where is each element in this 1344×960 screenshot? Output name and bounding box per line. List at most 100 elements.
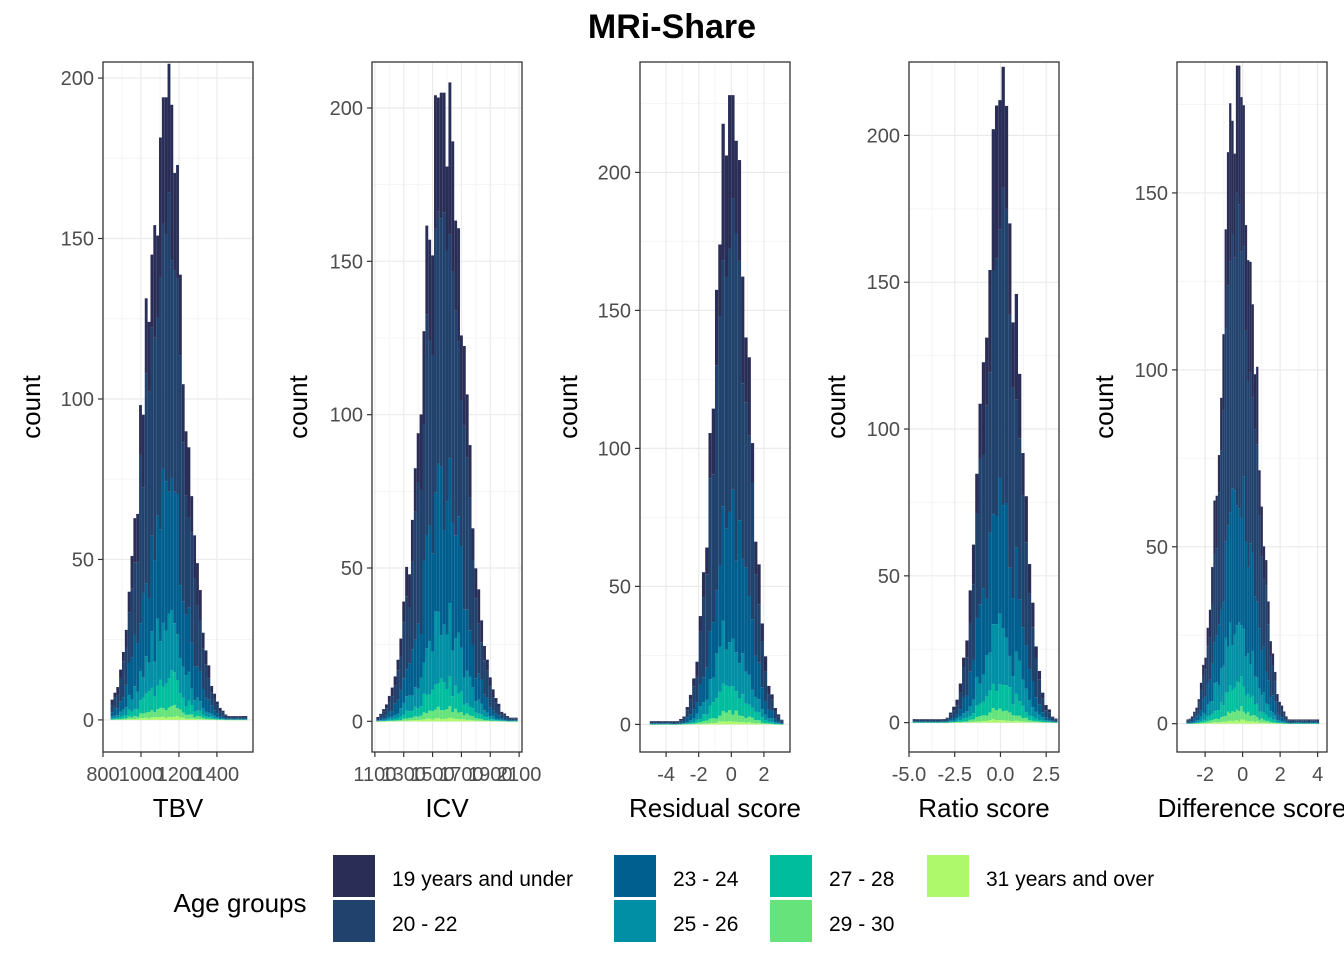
histogram-bar [1267,722,1270,724]
histogram-bar [139,670,142,701]
histogram-bar [1253,715,1257,723]
histogram-bar [213,710,216,716]
histogram-bar [204,711,208,717]
histogram-bar [477,718,481,721]
histogram-bar [127,719,131,720]
histogram-bar [767,685,771,695]
histogram-bar [113,697,117,708]
histogram-bar [1303,719,1306,721]
histogram-bar [708,705,712,719]
histogram-bar [649,721,654,724]
histogram-bar [737,520,742,664]
histogram-bar [196,719,199,720]
histogram-bar [932,719,936,722]
histogram-bar [685,721,689,724]
histogram-bar [708,631,712,680]
histogram-bar [196,715,199,720]
histogram-bar [384,708,388,716]
histogram-bar [193,666,197,701]
histogram-bar [173,672,177,705]
histogram-bar [176,708,179,717]
histogram-bar [1253,704,1257,716]
histogram-bar [1186,722,1189,724]
histogram-bar [390,719,394,721]
histogram-bar [1004,710,1009,721]
histogram-bar [1021,718,1025,722]
histogram-bar [434,492,437,612]
histogram-bar [477,623,481,674]
histogram-bar [445,501,449,635]
histogram-bar [1274,714,1277,720]
histogram-bar [116,717,120,720]
histogram-bar [757,712,761,721]
histogram-bar [1197,702,1200,715]
histogram-bar [196,666,199,698]
histogram-bar [431,689,435,712]
histogram-bar [715,365,719,591]
histogram-bar [1240,97,1243,252]
histogram-bar [695,676,699,703]
histogram-bar [1208,609,1212,638]
y-tick-label: 0 [889,713,900,735]
histogram-bar [167,63,171,193]
histogram-bar [474,720,478,722]
histogram-bar [1247,711,1250,722]
histogram-bar [210,716,214,719]
histogram-bar [459,546,463,648]
histogram-bar [744,703,748,718]
histogram-bar [382,720,385,722]
histogram-bar [754,655,758,697]
histogram-bar [978,403,982,459]
histogram-bar [428,694,432,711]
histogram-bar [462,345,466,426]
y-tick-label: 200 [330,98,363,120]
histogram-bar [1001,711,1005,721]
histogram-bar [121,715,125,719]
y-axis-label: count [16,374,46,438]
histogram-bar [1256,721,1259,724]
histogram-bar [1233,490,1236,635]
histogram-bar [1208,637,1212,680]
histogram-bar [945,720,949,722]
histogram-bar [376,717,380,721]
histogram-bar [1247,567,1250,654]
histogram-bar [1213,642,1216,684]
histogram-bar [181,697,185,713]
histogram-bar [1021,679,1025,706]
histogram-bar [1262,719,1266,723]
histogram-bar [488,686,492,708]
histogram-bar [1034,718,1038,722]
histogram-bar [465,457,469,610]
histogram-bar [734,721,738,725]
histogram-bar [431,719,435,722]
histogram-bar [919,719,923,720]
histogram-bar [1027,722,1032,723]
histogram-bar [1027,699,1032,716]
histogram-bar [1229,712,1232,721]
histogram-bar [1256,703,1259,717]
histogram-bar [695,722,699,725]
histogram-bar [757,723,761,725]
histogram-bar [454,310,458,536]
y-tick-label: 50 [72,549,94,571]
histogram-bar [971,713,976,720]
histogram-bar [503,718,507,721]
histogram-bar [985,598,989,656]
histogram-bar [711,677,715,703]
histogram-bar [405,566,409,597]
histogram-bar [399,638,403,657]
histogram-bar [1044,705,1048,711]
histogram-bar [968,622,972,672]
histogram-bar [1031,722,1035,723]
histogram-bar [153,695,157,713]
histogram-bar [181,384,185,443]
histogram-bar [448,82,452,235]
histogram-bar [133,708,137,716]
histogram-bar [215,701,219,705]
histogram-bar [744,722,748,725]
histogram-bar [962,721,966,723]
histogram-bar [1011,676,1015,705]
histogram-bar [491,719,495,721]
histogram-bar [682,716,686,719]
